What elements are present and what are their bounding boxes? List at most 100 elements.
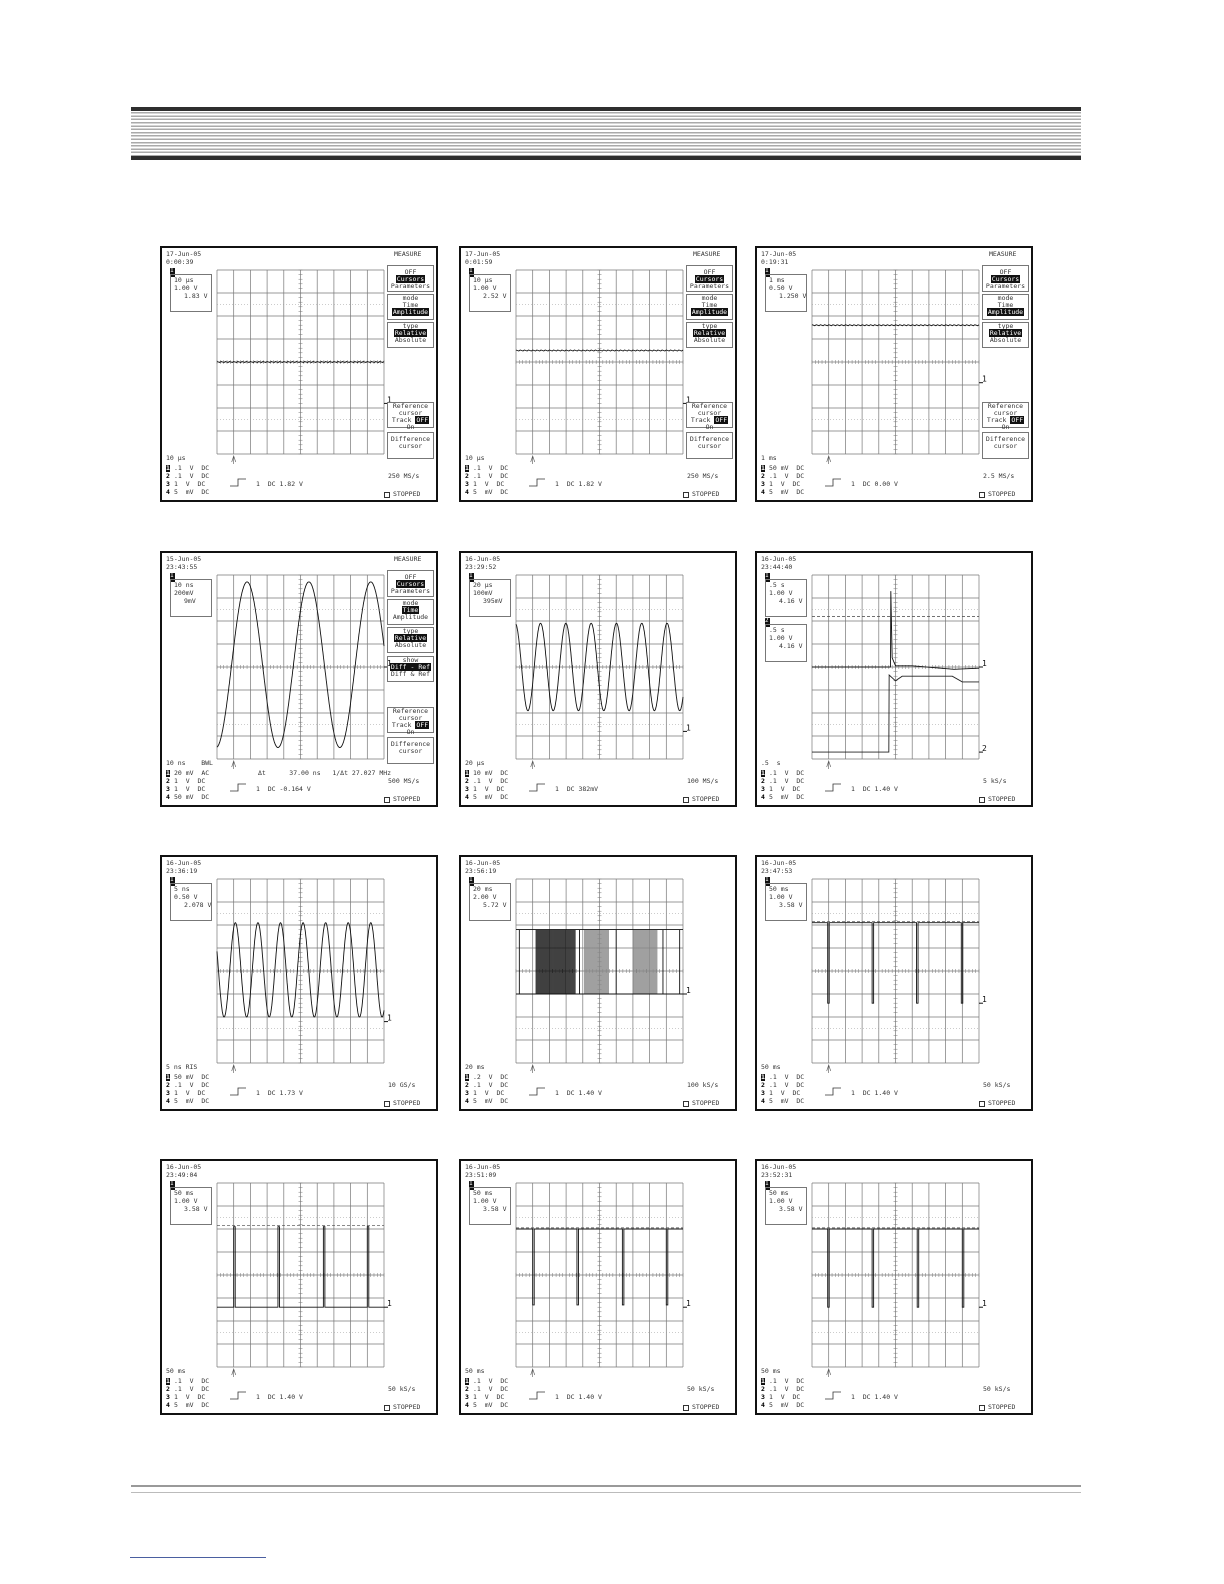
menu-option-relative[interactable]: Relative bbox=[988, 329, 1023, 337]
menu-option-relative[interactable]: Relative bbox=[393, 329, 428, 337]
menu-option-cursors[interactable]: Cursors bbox=[990, 275, 1021, 283]
menu-label[interactable]: cursor bbox=[697, 442, 722, 450]
channel-setting: 1 V DC bbox=[473, 1089, 505, 1097]
menu-group-label[interactable]: Reference bbox=[691, 402, 728, 410]
measure-mode-button[interactable]: OFF Cursors Parameters bbox=[686, 265, 733, 292]
menu-option-absolute[interactable]: Absolute bbox=[394, 641, 427, 649]
menu-label[interactable]: Difference bbox=[390, 740, 431, 748]
difference-cursor-button[interactable]: Difference cursor bbox=[387, 737, 434, 764]
menu-option-amplitude[interactable]: Amplitude bbox=[986, 308, 1025, 316]
cursor-type-button[interactable]: type Relative Absolute bbox=[387, 627, 434, 653]
menu-group-label[interactable]: type bbox=[402, 322, 419, 330]
menu-line: Parameters bbox=[388, 283, 433, 290]
menu-track-label[interactable]: Track bbox=[391, 416, 412, 424]
acquisition-status: STOPPED bbox=[393, 1403, 421, 1411]
menu-option-relative[interactable]: Relative bbox=[692, 329, 727, 337]
difference-cursor-button[interactable]: Difference cursor bbox=[387, 432, 434, 459]
menu-option-off[interactable]: OFF bbox=[999, 268, 1012, 276]
menu-group-label[interactable]: type bbox=[997, 322, 1014, 330]
menu-option-time[interactable]: Time bbox=[401, 606, 420, 614]
menu-option-cursors[interactable]: Cursors bbox=[395, 275, 426, 283]
menu-option-absolute[interactable]: Absolute bbox=[693, 336, 726, 344]
menu-group-label[interactable]: type bbox=[701, 322, 718, 330]
menu-option-off[interactable]: OFF bbox=[404, 268, 417, 276]
menu-option-amplitude[interactable]: Amplitude bbox=[391, 308, 430, 316]
menu-group-label[interactable]: cursor bbox=[993, 409, 1018, 417]
menu-option-track-off[interactable]: OFF bbox=[415, 721, 430, 729]
cursor-mode-button[interactable]: mode Time Amplitude bbox=[686, 294, 733, 320]
reference-cursor-button[interactable]: Reference cursor Track OFF On bbox=[982, 402, 1029, 431]
menu-option-parameters[interactable]: Parameters bbox=[689, 282, 730, 290]
menu-group-label[interactable]: cursor bbox=[398, 714, 423, 722]
menu-group-label[interactable]: mode bbox=[997, 294, 1014, 302]
menu-group-label[interactable]: mode bbox=[701, 294, 718, 302]
menu-label[interactable]: Difference bbox=[985, 435, 1026, 443]
trigger-position-arrow-icon bbox=[231, 1368, 236, 1377]
menu-option-relative[interactable]: Relative bbox=[393, 634, 428, 642]
scope-screenshot: 1 16-Jun-05 23:56:19 1 20 ms 2.00 V 5.72 V 20 m… bbox=[459, 855, 737, 1111]
menu-option-off[interactable]: OFF bbox=[404, 573, 417, 581]
reference-cursor-button[interactable]: Reference cursor Track OFF On bbox=[686, 402, 733, 431]
difference-cursor-button[interactable]: Difference cursor bbox=[686, 432, 733, 459]
menu-option-track-off[interactable]: OFF bbox=[714, 416, 729, 424]
menu-line: Amplitude bbox=[687, 308, 732, 316]
channel-readout-box bbox=[170, 883, 212, 921]
menu-label[interactable]: Difference bbox=[390, 435, 431, 443]
menu-label[interactable]: cursor bbox=[398, 747, 423, 755]
menu-group-label[interactable]: cursor bbox=[697, 409, 722, 417]
menu-option-time[interactable]: Time bbox=[997, 301, 1014, 309]
menu-track-label[interactable]: Track bbox=[391, 721, 412, 729]
menu-option-parameters[interactable]: Parameters bbox=[390, 587, 431, 595]
cursor-mode-button[interactable]: mode Time Amplitude bbox=[982, 294, 1029, 320]
menu-option-time[interactable]: Time bbox=[402, 301, 419, 309]
reference-cursor-button[interactable]: Reference cursor Track OFF On bbox=[387, 402, 434, 431]
menu-option-absolute[interactable]: Absolute bbox=[989, 336, 1022, 344]
cursor-mode-button[interactable]: mode Time Amplitude bbox=[387, 294, 434, 320]
menu-group-label[interactable]: mode bbox=[402, 294, 419, 302]
menu-group-label[interactable]: Reference bbox=[987, 402, 1024, 410]
menu-option-time[interactable]: Time bbox=[701, 301, 718, 309]
menu-option-absolute[interactable]: Absolute bbox=[394, 336, 427, 344]
menu-option-parameters[interactable]: Parameters bbox=[390, 282, 431, 290]
menu-option-track-off[interactable]: OFF bbox=[1010, 416, 1025, 424]
menu-option-track-on[interactable]: On bbox=[406, 423, 415, 431]
cursor-type-button[interactable]: type Relative Absolute bbox=[982, 322, 1029, 348]
measure-mode-button[interactable]: OFF Cursors Parameters bbox=[387, 570, 434, 597]
menu-group-label[interactable]: Reference bbox=[392, 707, 429, 715]
menu-option-off[interactable]: OFF bbox=[703, 268, 716, 276]
cursor-type-button[interactable]: type Relative Absolute bbox=[387, 322, 434, 348]
menu-line: Time bbox=[388, 302, 433, 309]
menu-group-label[interactable]: show bbox=[402, 656, 419, 664]
cursor-mode-button[interactable]: mode Time Amplitude bbox=[387, 599, 434, 625]
menu-option-diff-minus-ref[interactable]: Diff - Ref bbox=[389, 663, 432, 671]
menu-group-label[interactable]: cursor bbox=[398, 409, 423, 417]
menu-option-amplitude[interactable]: Amplitude bbox=[392, 613, 429, 621]
menu-option-amplitude[interactable]: Amplitude bbox=[690, 308, 729, 316]
menu-option-track-off[interactable]: OFF bbox=[415, 416, 430, 424]
stopped-square-icon bbox=[384, 492, 390, 498]
menu-group-label[interactable]: mode bbox=[402, 599, 419, 607]
menu-track-label[interactable]: Track bbox=[986, 416, 1007, 424]
menu-option-track-on[interactable]: On bbox=[406, 728, 415, 736]
menu-group-label[interactable]: type bbox=[402, 627, 419, 635]
menu-option-cursors[interactable]: Cursors bbox=[694, 275, 725, 283]
measure-mode-button[interactable]: OFF Cursors Parameters bbox=[982, 265, 1029, 292]
channel-index: 4 bbox=[166, 488, 170, 496]
channel-index: 4 bbox=[465, 1401, 469, 1409]
menu-label[interactable]: cursor bbox=[993, 442, 1018, 450]
menu-label[interactable]: Difference bbox=[689, 435, 730, 443]
menu-option-track-on[interactable]: On bbox=[1001, 423, 1010, 431]
menu-option-parameters[interactable]: Parameters bbox=[985, 282, 1026, 290]
measure-mode-button[interactable]: OFF Cursors Parameters bbox=[387, 265, 434, 292]
difference-cursor-button[interactable]: Difference cursor bbox=[982, 432, 1029, 459]
menu-track-label[interactable]: Track bbox=[690, 416, 711, 424]
menu-option-track-on[interactable]: On bbox=[705, 423, 714, 431]
cursor-type-button[interactable]: type Relative Absolute bbox=[686, 322, 733, 348]
reference-cursor-button[interactable]: Reference cursor Track OFF On bbox=[387, 707, 434, 736]
menu-label[interactable]: cursor bbox=[398, 442, 423, 450]
menu-group-label[interactable]: Reference bbox=[392, 402, 429, 410]
cursor-show-button[interactable]: show Diff - Ref Diff & Ref bbox=[387, 656, 434, 682]
menu-option-cursors[interactable]: Cursors bbox=[395, 580, 426, 588]
trigger-slope-icon bbox=[825, 1391, 841, 1400]
menu-option-diff-and-ref[interactable]: Diff & Ref bbox=[390, 670, 431, 678]
